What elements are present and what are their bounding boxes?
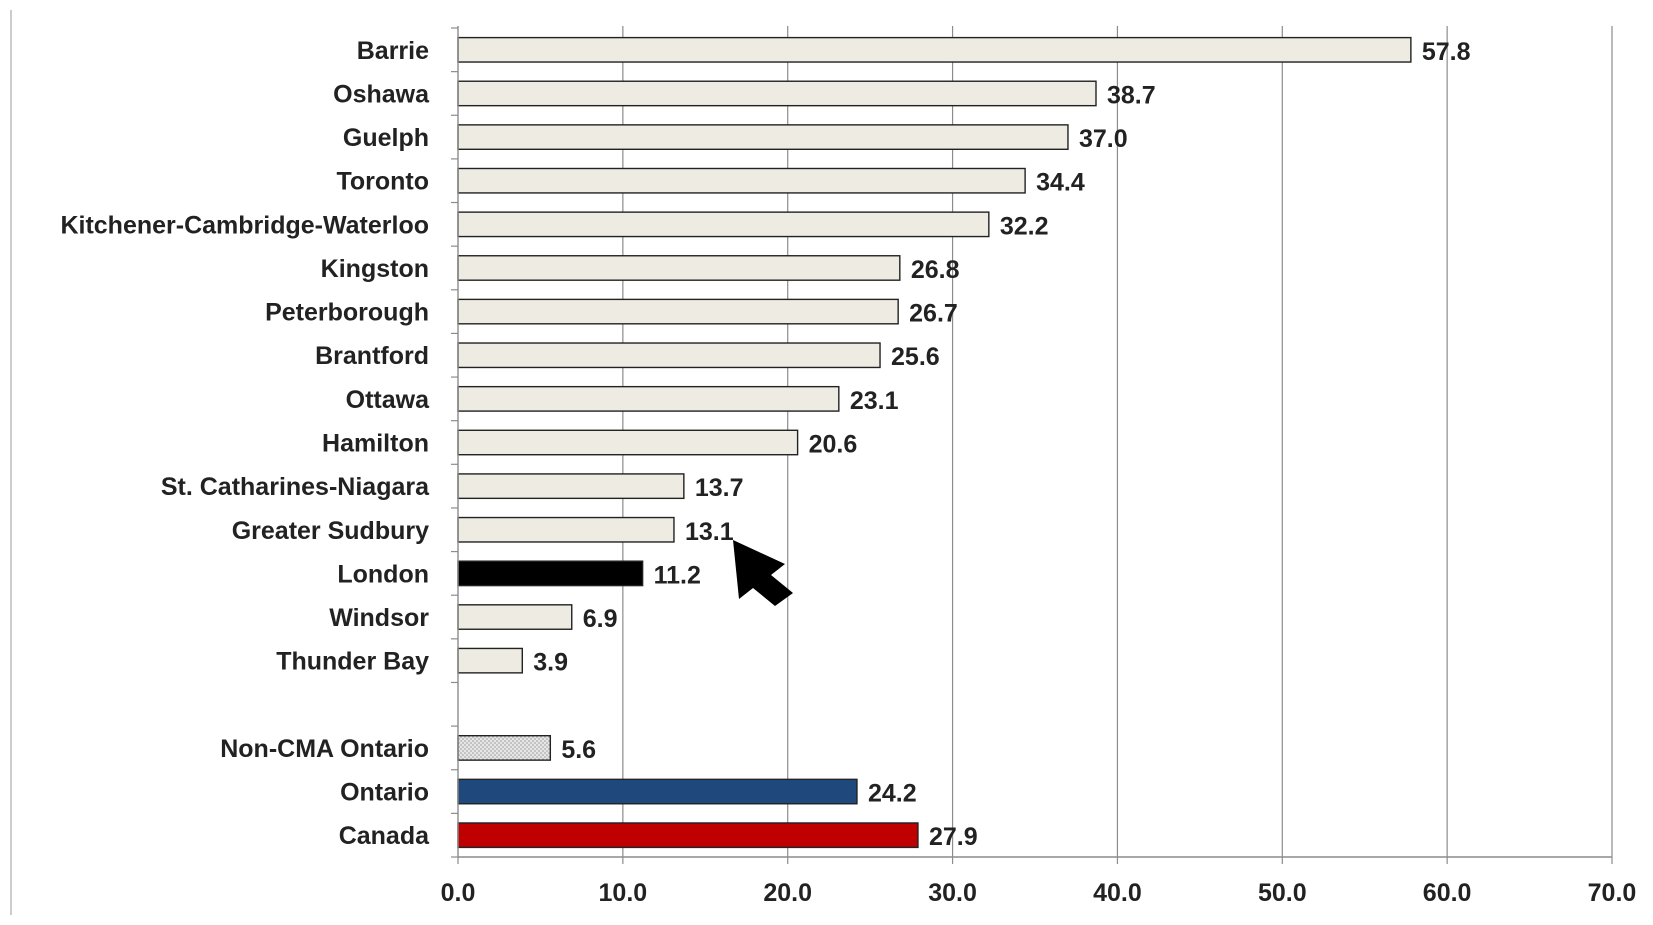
category-label: Kingston bbox=[321, 255, 429, 283]
data-label: 26.8 bbox=[911, 256, 960, 284]
bar bbox=[457, 604, 573, 630]
pointer-arrow bbox=[733, 540, 793, 606]
category-label: Ontario bbox=[340, 779, 429, 807]
x-tick-label: 0.0 bbox=[441, 879, 476, 907]
category-label: Brantford bbox=[315, 342, 429, 370]
data-label: 25.6 bbox=[891, 343, 940, 371]
data-label: 24.2 bbox=[868, 780, 917, 808]
data-label: 34.4 bbox=[1036, 169, 1085, 197]
data-label: 57.8 bbox=[1422, 38, 1471, 66]
bar bbox=[457, 124, 1069, 150]
data-label: 5.6 bbox=[561, 736, 596, 764]
data-label: 26.7 bbox=[909, 300, 958, 328]
category-label: Hamilton bbox=[322, 430, 429, 458]
category-label: Peterborough bbox=[265, 299, 429, 327]
bar bbox=[457, 255, 901, 281]
category-label: London bbox=[337, 560, 429, 588]
bar bbox=[457, 342, 881, 369]
bar bbox=[457, 822, 919, 849]
category-label: Ottawa bbox=[346, 386, 430, 414]
data-label: 32.2 bbox=[1000, 212, 1049, 240]
data-label: 38.7 bbox=[1107, 81, 1156, 109]
bar bbox=[457, 735, 552, 761]
bar bbox=[457, 385, 840, 412]
x-tick-label: 10.0 bbox=[599, 879, 648, 907]
x-tick-label: 60.0 bbox=[1423, 879, 1472, 907]
data-label: 13.7 bbox=[695, 474, 744, 502]
data-label: 6.9 bbox=[583, 605, 618, 633]
axes bbox=[451, 26, 1613, 864]
data-label: 20.6 bbox=[809, 431, 858, 459]
bar bbox=[457, 298, 899, 325]
x-tick-label: 40.0 bbox=[1093, 879, 1142, 907]
bars bbox=[457, 36, 1412, 849]
bar bbox=[457, 516, 675, 543]
category-label: Guelph bbox=[343, 124, 429, 152]
category-label: Toronto bbox=[336, 168, 429, 196]
x-tick-label: 50.0 bbox=[1258, 879, 1307, 907]
x-tick-label: 30.0 bbox=[928, 879, 977, 907]
category-label: Kitchener-Cambridge-Waterloo bbox=[60, 211, 429, 239]
bar bbox=[457, 778, 858, 805]
bar bbox=[457, 647, 523, 674]
category-label: Oshawa bbox=[333, 80, 430, 108]
data-label: 13.1 bbox=[685, 518, 734, 546]
bar bbox=[457, 80, 1097, 107]
data-label: 27.9 bbox=[929, 823, 978, 851]
category-label: St. Catharines-Niagara bbox=[161, 473, 430, 501]
category-label: Greater Sudbury bbox=[232, 517, 429, 545]
x-tick-label: 20.0 bbox=[763, 879, 812, 907]
category-label: Canada bbox=[339, 822, 430, 850]
bar bbox=[457, 167, 1026, 194]
category-label: Thunder Bay bbox=[276, 648, 429, 676]
bar bbox=[457, 560, 644, 587]
data-label: 23.1 bbox=[850, 387, 899, 415]
labels: 0.0 10.0 20.0 30.0 40.0 50.0 60.0 70.0 Barrie 57.… bbox=[60, 37, 1636, 907]
category-label: Barrie bbox=[357, 37, 429, 65]
category-label: Windsor bbox=[329, 604, 429, 632]
bar bbox=[457, 36, 1412, 63]
bar bbox=[457, 473, 685, 500]
category-label: Non-CMA Ontario bbox=[220, 735, 429, 763]
data-label: 11.2 bbox=[654, 561, 701, 589]
x-tick-label: 70.0 bbox=[1588, 879, 1637, 907]
bar bbox=[457, 429, 799, 456]
data-label: 3.9 bbox=[533, 649, 568, 677]
bar bbox=[457, 211, 990, 238]
data-label: 37.0 bbox=[1079, 125, 1128, 153]
